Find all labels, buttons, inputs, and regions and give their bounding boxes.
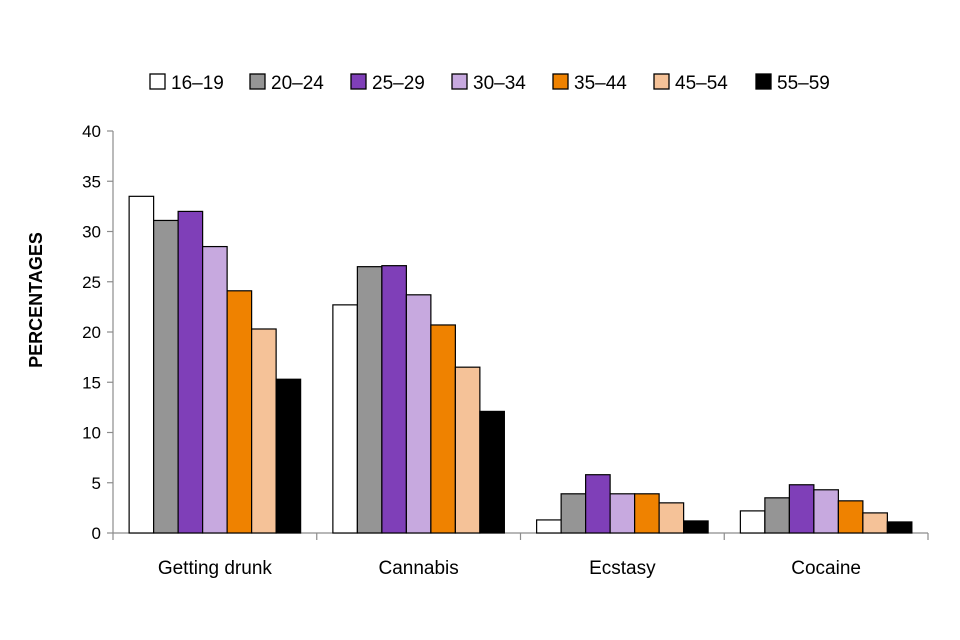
- bar: [202, 245, 228, 534]
- bar: [251, 328, 277, 534]
- bar: [837, 500, 864, 534]
- bar: [405, 294, 432, 534]
- bar: [430, 324, 456, 534]
- legend-swatch: [451, 73, 468, 90]
- x-tick-label: Getting drunk: [158, 558, 273, 579]
- legend-label: 25–29: [372, 73, 425, 94]
- bar: [862, 512, 888, 534]
- bar: [275, 378, 302, 534]
- y-tick-label: 25: [82, 273, 101, 292]
- y-tick-label: 15: [82, 373, 101, 392]
- bar: [585, 474, 611, 534]
- y-tick-label: 35: [82, 172, 101, 191]
- legend-label: 20–24: [271, 73, 324, 94]
- legend-swatch: [249, 73, 266, 90]
- bar: [683, 520, 709, 534]
- x-tick-label: Ecstasy: [589, 558, 656, 579]
- bar: [886, 521, 913, 534]
- bar: [609, 493, 636, 534]
- bar: [153, 219, 179, 534]
- x-axis: Getting drunk Cannabis Ecstasy Cocaine: [112, 532, 929, 579]
- bar: [479, 410, 505, 534]
- bar: [381, 265, 407, 534]
- legend-label: 16–19: [171, 73, 224, 94]
- legend-label: 45–54: [675, 73, 728, 94]
- y-tick-label: 40: [82, 122, 101, 141]
- legend-label: 30–34: [473, 73, 526, 94]
- x-tick-label: Cocaine: [791, 558, 861, 579]
- y-tick-label: 10: [82, 424, 101, 443]
- y-tick-label: 0: [92, 524, 101, 543]
- bar: [658, 502, 685, 534]
- bar: [128, 195, 155, 534]
- x-tick-label: Cannabis: [378, 558, 458, 579]
- bar: [788, 484, 815, 534]
- legend-swatch: [653, 73, 670, 90]
- bar: [764, 497, 790, 534]
- bar: [356, 266, 383, 534]
- bar: [177, 210, 204, 534]
- bar: [454, 366, 481, 534]
- legend-swatch: [755, 73, 772, 90]
- y-tick-label: 30: [82, 223, 101, 242]
- y-axis-title: PERCENTAGES: [26, 232, 46, 368]
- legend: 16–19 20–24 25–29 30–34 35–44 45–54 55–59: [149, 73, 830, 94]
- bar: [634, 493, 660, 534]
- bar: [813, 489, 839, 534]
- legend-swatch: [350, 73, 367, 90]
- bar: [739, 510, 766, 534]
- bar: [226, 290, 253, 534]
- bar: [536, 519, 562, 534]
- legend-swatch: [149, 73, 166, 90]
- legend-label: 55–59: [777, 73, 830, 94]
- legend-label: 35–44: [574, 73, 627, 94]
- y-tick-label: 20: [82, 323, 101, 342]
- y-axis: 0 5 10 15 20 25 30 35 40: [82, 122, 114, 543]
- y-tick-label: 5: [92, 474, 101, 493]
- legend-swatch: [552, 73, 569, 90]
- bars: [128, 195, 913, 534]
- bar: [332, 304, 358, 534]
- bar: [560, 493, 587, 534]
